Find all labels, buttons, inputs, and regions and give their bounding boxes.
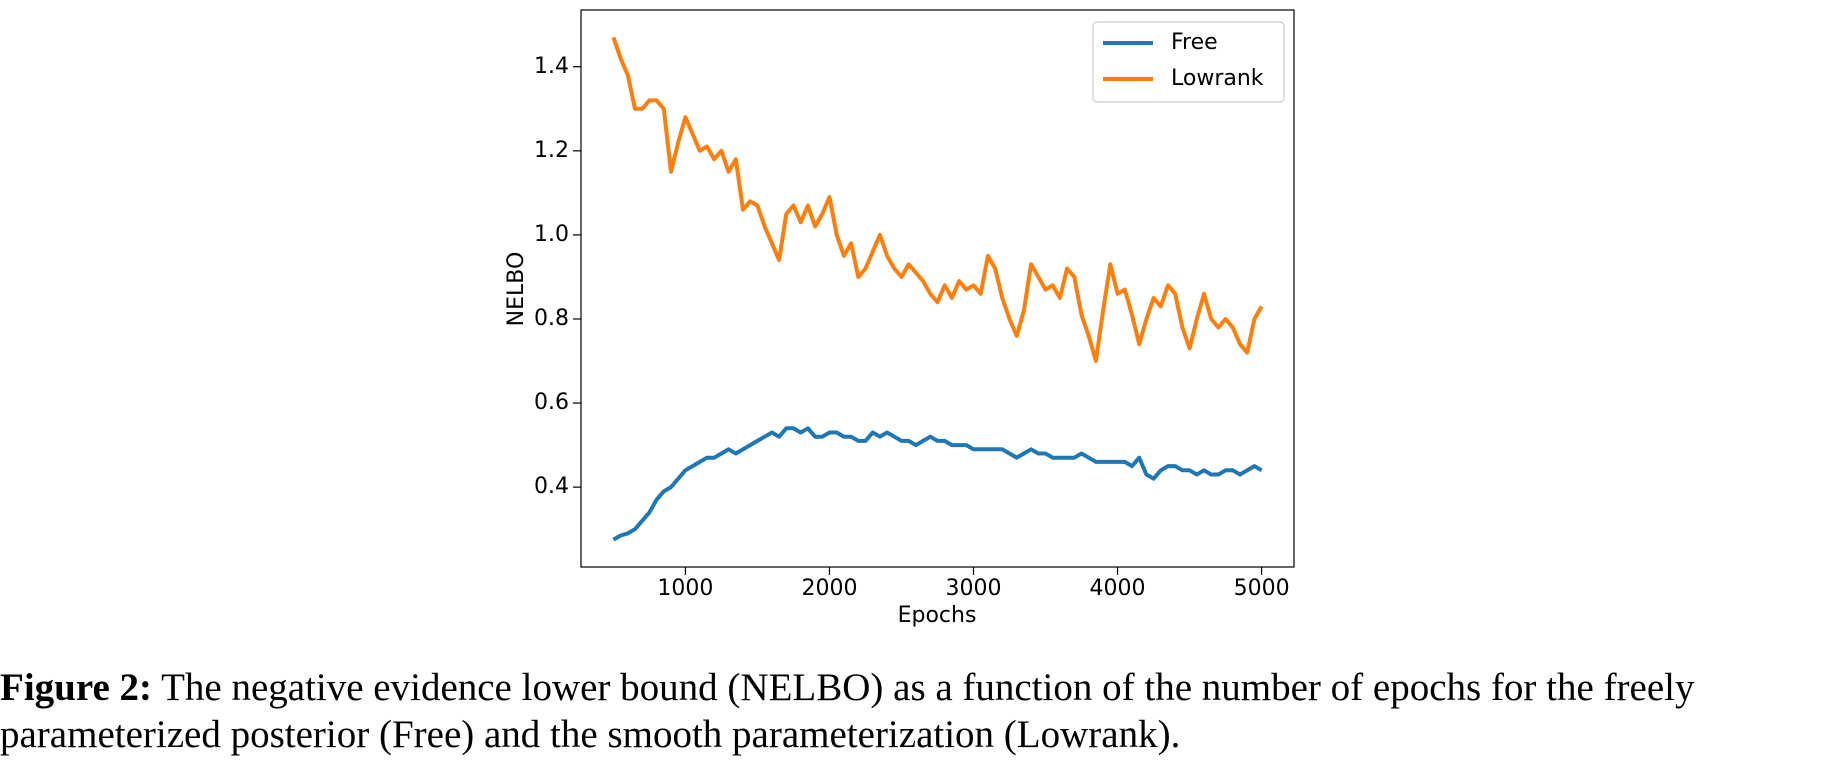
x-tick-label: 4000 xyxy=(1090,576,1146,601)
line xyxy=(612,426,1263,542)
y-tick-label: 0.8 xyxy=(534,306,569,331)
y-tick-label: 1.4 xyxy=(534,54,569,79)
y-tick-label: 1.2 xyxy=(534,138,569,163)
legend-label: Free xyxy=(1171,30,1218,55)
x-tick-label: 3000 xyxy=(946,576,1002,601)
plot-frame xyxy=(580,9,1295,568)
legend-label: Lowrank xyxy=(1171,66,1264,91)
y-tick-label: 0.4 xyxy=(534,474,569,499)
caption-label: Figure 2: xyxy=(0,666,153,709)
chart: Epochs NELBO 1000 2000 3000 4000 5000 0.4 0.6 0… xyxy=(504,9,1295,628)
y-tick-label: 1.0 xyxy=(534,222,569,247)
x-tick-label: 5000 xyxy=(1234,576,1290,601)
x-axis-label: Epochs xyxy=(898,603,977,628)
y-tick-label: 0.6 xyxy=(534,390,569,415)
caption: Figure 2: The negative evidence lower bo… xyxy=(0,664,1822,758)
x-tick-label: 1000 xyxy=(657,576,713,601)
x-tick-label: 2000 xyxy=(801,576,857,601)
line xyxy=(611,36,1264,363)
caption-text: The negative evidence lower bound (NELBO… xyxy=(0,666,1695,756)
y-axis-label: NELBO xyxy=(504,252,529,327)
